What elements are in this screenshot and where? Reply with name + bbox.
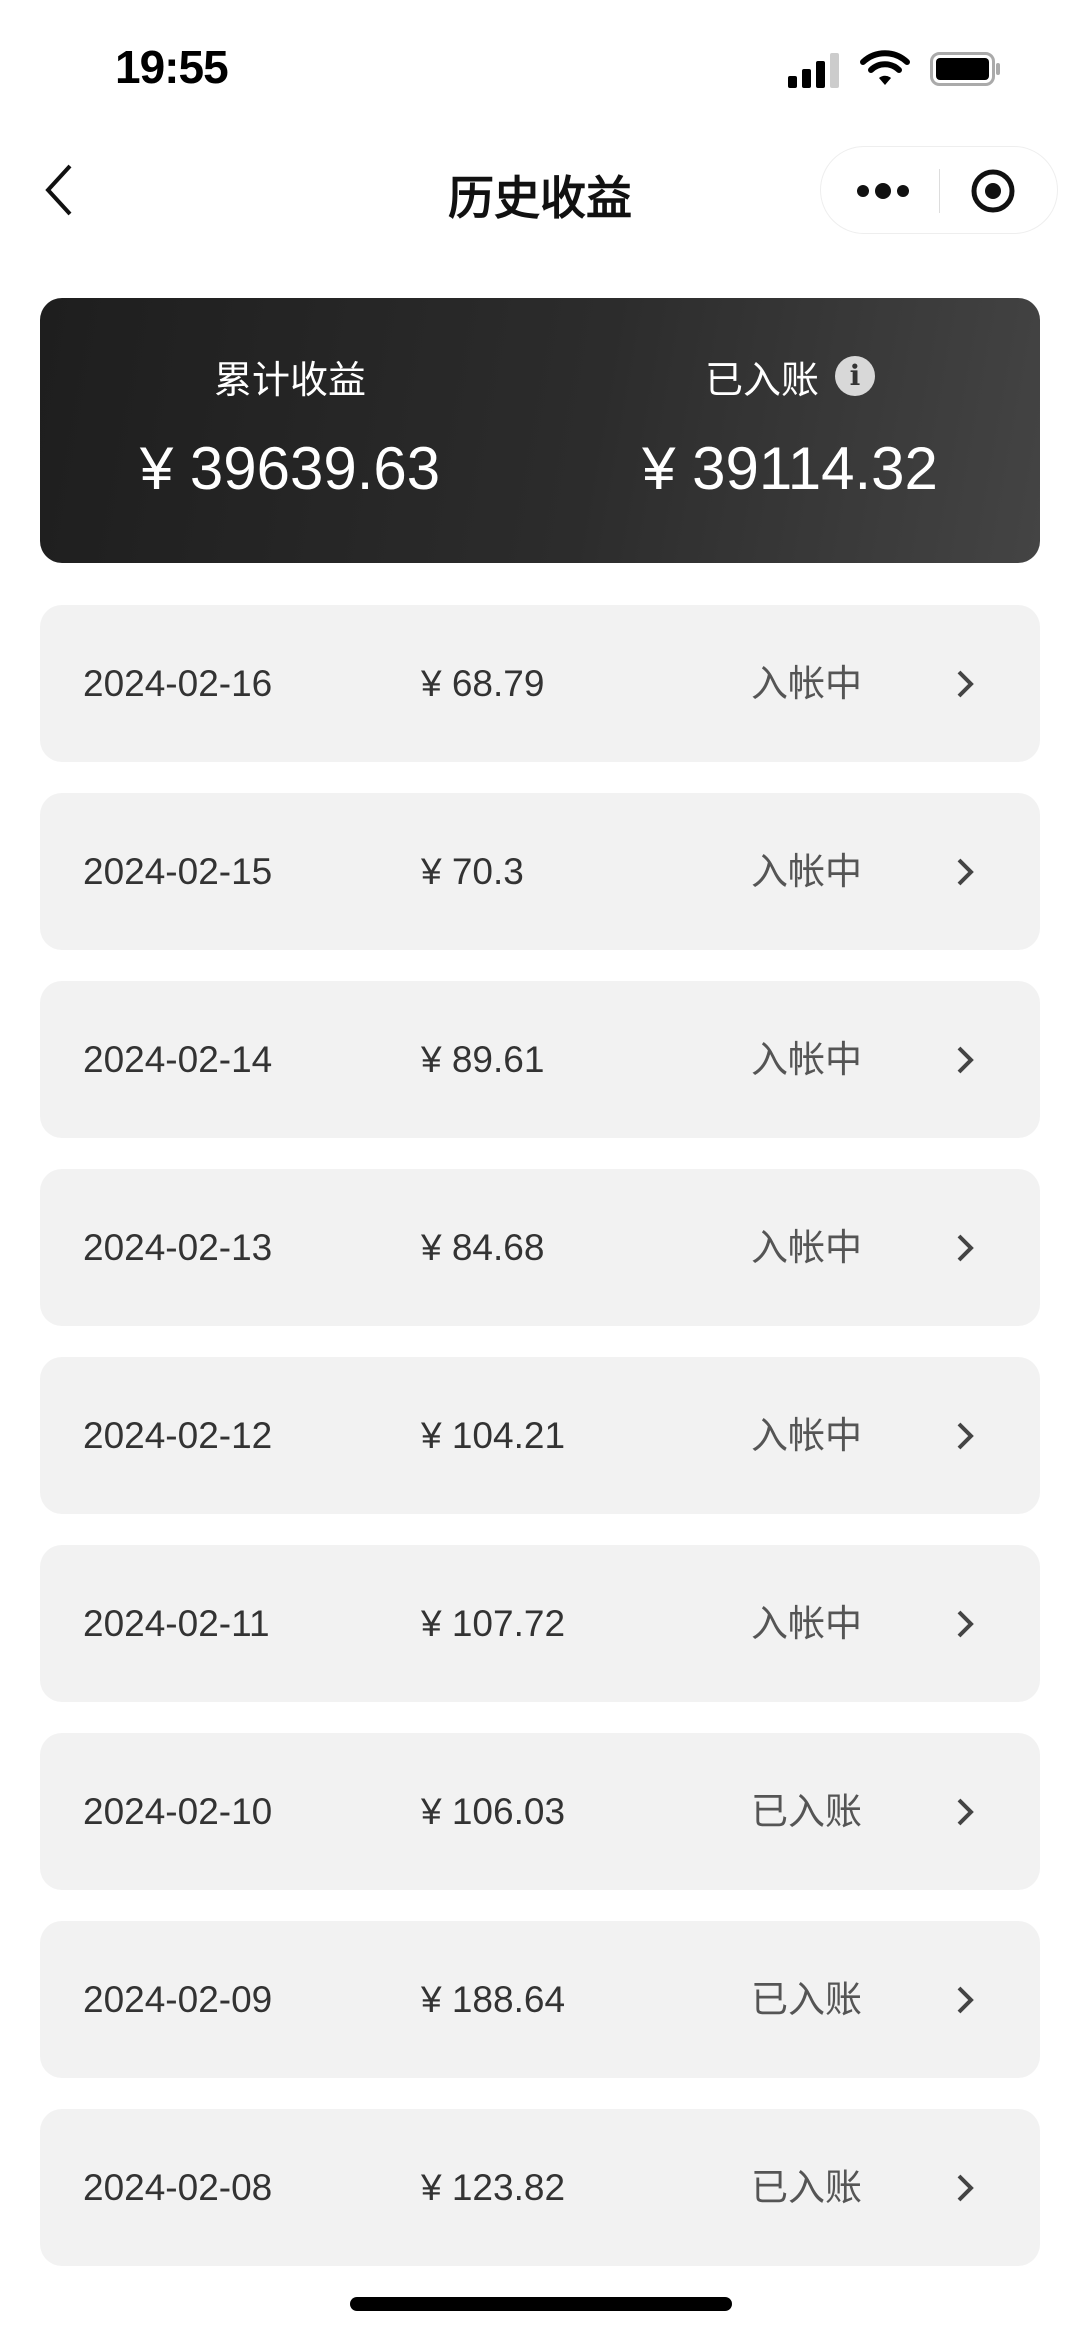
chevron-right-icon — [957, 670, 974, 698]
capsule-divider — [939, 169, 940, 213]
row-amount: ¥ 68.79 — [421, 663, 545, 704]
row-status: 入帐中 — [751, 1039, 862, 1080]
home-indicator — [350, 2297, 732, 2311]
row-date: 2024-02-09 — [83, 1979, 273, 2020]
chevron-right-icon — [957, 858, 974, 886]
page-title: 历史收益 — [448, 172, 632, 224]
row-status: 已入账 — [751, 1791, 862, 1832]
chevron-right-icon — [957, 1422, 974, 1450]
total-label: 累计收益 — [213, 359, 366, 402]
summary-card: 累计收益 ¥ 39639.63 已入账 i ¥ 39114.32 — [40, 298, 1040, 563]
row-amount: ¥ 84.68 — [421, 1227, 545, 1268]
back-button[interactable] — [40, 162, 80, 218]
settled-label: 已入账 — [704, 359, 819, 402]
earnings-row[interactable]: 2024-02-16 ¥ 68.79 入帐中 — [40, 605, 1040, 762]
row-amount: ¥ 70.3 — [421, 851, 524, 892]
earnings-row[interactable]: 2024-02-09 ¥ 188.64 已入账 — [40, 1921, 1040, 2078]
earnings-row[interactable]: 2024-02-08 ¥ 123.82 已入账 — [40, 2109, 1040, 2266]
earnings-row[interactable]: 2024-02-15 ¥ 70.3 入帐中 — [40, 793, 1040, 950]
status-time: 19:55 — [115, 41, 229, 93]
row-amount: ¥ 106.03 — [421, 1791, 566, 1832]
row-status: 入帐中 — [751, 663, 862, 704]
mini-program-capsule — [820, 146, 1058, 234]
row-status: 入帐中 — [751, 1603, 862, 1644]
info-icon[interactable]: i — [835, 356, 875, 396]
signal-icon — [788, 52, 839, 88]
settled-value: ¥ 39114.32 — [642, 435, 938, 502]
row-date: 2024-02-16 — [83, 663, 273, 704]
battery-icon — [930, 52, 1000, 86]
row-status: 入帐中 — [751, 1227, 862, 1268]
more-dots-icon[interactable] — [855, 177, 911, 205]
chevron-right-icon — [957, 1610, 974, 1638]
earnings-row[interactable]: 2024-02-11 ¥ 107.72 入帐中 — [40, 1545, 1040, 1702]
earnings-row[interactable]: 2024-02-12 ¥ 104.21 入帐中 — [40, 1357, 1040, 1514]
row-status: 入帐中 — [751, 1415, 862, 1456]
total-value: ¥ 39639.63 — [139, 435, 441, 502]
row-amount: ¥ 107.72 — [421, 1603, 566, 1644]
row-date: 2024-02-12 — [83, 1415, 273, 1456]
chevron-right-icon — [957, 1234, 974, 1262]
row-date: 2024-02-13 — [83, 1227, 273, 1268]
earnings-row[interactable]: 2024-02-10 ¥ 106.03 已入账 — [40, 1733, 1040, 1890]
earnings-row[interactable]: 2024-02-13 ¥ 84.68 入帐中 — [40, 1169, 1040, 1326]
row-date: 2024-02-11 — [83, 1603, 270, 1644]
row-date: 2024-02-08 — [83, 2167, 273, 2208]
total-earnings: 累计收益 ¥ 39639.63 — [40, 348, 540, 503]
chevron-right-icon — [957, 1046, 974, 1074]
earnings-row[interactable]: 2024-02-14 ¥ 89.61 入帐中 — [40, 981, 1040, 1138]
row-status: 入帐中 — [751, 851, 862, 892]
target-circle-icon[interactable] — [971, 169, 1015, 213]
row-amount: ¥ 104.21 — [421, 1415, 566, 1456]
row-status: 已入账 — [751, 1979, 862, 2020]
chevron-right-icon — [957, 1986, 974, 2014]
row-date: 2024-02-10 — [83, 1791, 273, 1832]
settled-earnings: 已入账 i ¥ 39114.32 — [540, 348, 1040, 503]
row-date: 2024-02-14 — [83, 1039, 273, 1080]
chevron-right-icon — [957, 1798, 974, 1826]
row-date: 2024-02-15 — [83, 851, 273, 892]
row-status: 已入账 — [751, 2167, 862, 2208]
row-amount: ¥ 123.82 — [421, 2167, 566, 2208]
chevron-right-icon — [957, 2174, 974, 2202]
wifi-icon — [860, 50, 910, 85]
row-amount: ¥ 89.61 — [421, 1039, 545, 1080]
row-amount: ¥ 188.64 — [421, 1979, 566, 2020]
